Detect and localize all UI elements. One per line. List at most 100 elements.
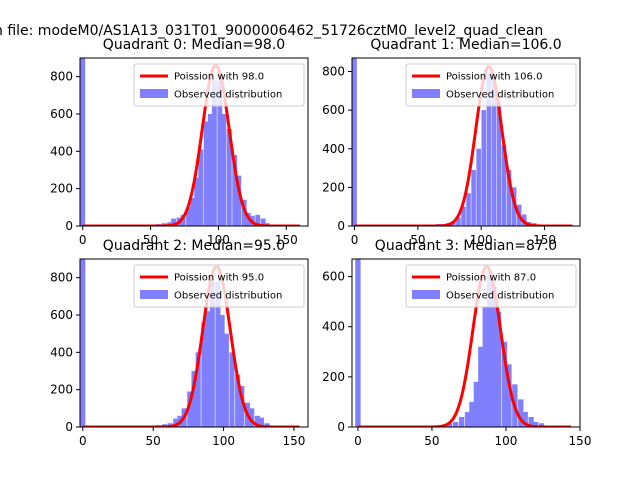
histogram-bar xyxy=(451,222,456,226)
x-tick-label: 100 xyxy=(470,233,493,247)
legend: Poission with 106.0 Observed distribution xyxy=(405,63,577,107)
histogram-bar xyxy=(239,385,245,427)
histogram-bar xyxy=(466,193,471,226)
y-tick-label: 800 xyxy=(322,65,345,79)
legend-box xyxy=(133,63,305,107)
histogram-bar xyxy=(264,423,270,427)
legend-label-observed: Observed distribution xyxy=(174,291,282,302)
histogram-bar xyxy=(80,58,86,226)
legend-box xyxy=(133,264,305,308)
histogram-bar xyxy=(254,415,260,427)
y-tick-label: 600 xyxy=(50,308,73,322)
y-tick-label: 0 xyxy=(337,219,345,233)
histogram-bar xyxy=(471,170,476,226)
histogram-bar xyxy=(456,217,461,226)
x-tick-label: 0 xyxy=(351,233,359,247)
histogram-bar xyxy=(229,352,235,427)
histogram-bar xyxy=(532,421,539,427)
histogram-bar xyxy=(495,311,502,427)
histogram-bar xyxy=(478,346,484,427)
x-tick-label: 0 xyxy=(354,434,362,448)
x-tick-label: 100 xyxy=(212,434,235,448)
histogram-bar xyxy=(173,418,179,427)
histogram-bar xyxy=(491,75,497,226)
histogram-bar xyxy=(486,73,492,226)
y-tick-label: 400 xyxy=(322,320,345,334)
histogram-bar xyxy=(219,315,225,427)
histogram-bar xyxy=(482,306,488,427)
subplot-title: Quadrant 3: Median=87.0 xyxy=(375,238,557,254)
y-tick-label: 600 xyxy=(50,107,73,121)
subplot-2: 0 50 100 150 0 200 400 600 800 Quadrant 2: Median… xyxy=(50,238,309,448)
y-tick-label: 400 xyxy=(50,144,73,158)
axes-frame xyxy=(79,258,309,428)
histogram-bar xyxy=(221,114,227,226)
y-tick-label: 400 xyxy=(322,142,345,156)
x-tick-label: 50 xyxy=(143,233,158,247)
x-tick-label: 100 xyxy=(207,233,230,247)
histogram-bar xyxy=(194,177,200,226)
histogram-bar xyxy=(355,259,361,427)
histogram-bar xyxy=(352,58,357,226)
histogram-bar xyxy=(528,416,534,427)
y-tick-label: 800 xyxy=(50,271,73,285)
histogram-bar xyxy=(191,371,197,427)
x-tick-label: 0 xyxy=(79,434,87,448)
legend-box xyxy=(405,63,577,107)
x-tick-label: 150 xyxy=(282,434,305,448)
x-tick-label: 100 xyxy=(495,434,518,448)
histogram-bar xyxy=(187,391,193,427)
histogram-bar xyxy=(506,364,512,427)
histogram-bar xyxy=(473,381,480,427)
histogram-bar xyxy=(80,259,86,427)
histogram-bar xyxy=(209,281,215,427)
x-tick-label: 50 xyxy=(146,434,161,448)
legend-label-poisson: Poission with 87.0 xyxy=(446,273,536,284)
legend-bar-swatch xyxy=(140,290,168,299)
histogram-bar xyxy=(198,149,204,226)
histogram-bar xyxy=(171,218,177,226)
x-tick-label: 0 xyxy=(79,233,87,247)
legend-label-observed: Observed distribution xyxy=(174,90,282,101)
histogram-bar xyxy=(522,411,528,427)
subplot-3: 0 50 100 150 0 200 400 600 Quadrant 3: Median=87… xyxy=(322,238,591,448)
histogram-bar xyxy=(496,100,502,226)
y-tick-label: 600 xyxy=(322,270,345,284)
legend-label-poisson: Poission with 95.0 xyxy=(174,273,264,284)
legend-label-poisson: Poission with 106.0 xyxy=(446,72,542,83)
subplot-title: Quadrant 2: Median=95.0 xyxy=(103,238,285,254)
histogram-bar xyxy=(538,423,545,427)
histogram-bar xyxy=(236,175,242,226)
histogram-bar xyxy=(476,148,481,226)
histogram-bar xyxy=(186,207,192,226)
x-tick-label: 150 xyxy=(569,434,592,448)
histogram-bar xyxy=(461,206,466,226)
figure-suptitle: n file: modeM0/AS1A13_031T01_9000006462_… xyxy=(0,23,543,39)
subplot-title: Quadrant 0: Median=98.0 xyxy=(103,37,285,53)
legend-box xyxy=(405,264,577,308)
histogram-bar xyxy=(180,214,186,226)
histogram-bar xyxy=(259,417,265,427)
histogram-bar xyxy=(203,121,209,226)
histogram-bar xyxy=(452,421,459,427)
y-tick-label: 200 xyxy=(322,370,345,384)
y-tick-label: 200 xyxy=(50,383,73,397)
histogram-bar xyxy=(458,416,465,427)
y-tick-label: 800 xyxy=(50,70,73,84)
legend: Poission with 87.0 Observed distribution xyxy=(405,264,577,308)
histogram-bar xyxy=(481,110,487,226)
histogram-bar xyxy=(464,411,471,427)
subplot-0: 0 50 100 150 0 200 400 600 800 Quadrant 0: Median… xyxy=(50,37,309,247)
axes-frame xyxy=(351,57,581,227)
y-tick-label: 0 xyxy=(65,420,73,434)
histogram-bar xyxy=(249,408,255,427)
x-tick-label: 150 xyxy=(533,233,556,247)
legend-bar-swatch xyxy=(140,89,168,98)
histogram-bar xyxy=(232,155,238,226)
y-tick-label: 0 xyxy=(65,219,73,233)
histogram-bar xyxy=(506,170,512,226)
histogram-bar xyxy=(518,399,524,427)
histogram-bar xyxy=(226,128,232,226)
